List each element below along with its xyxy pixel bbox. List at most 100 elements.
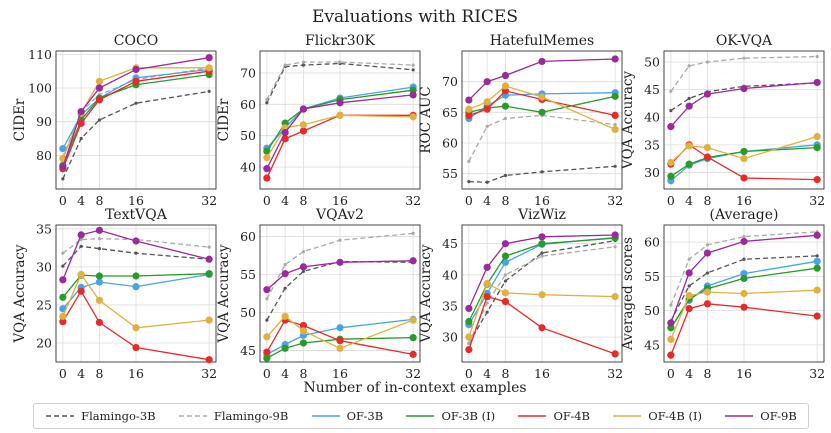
data-point xyxy=(613,164,617,168)
data-point xyxy=(740,174,748,182)
data-point xyxy=(703,90,712,98)
data-point xyxy=(467,159,471,163)
data-point xyxy=(540,251,544,255)
legend-item-of-4b: OF-4B xyxy=(517,409,590,423)
x-tick-label: 8 xyxy=(501,193,509,208)
legend-swatch xyxy=(725,415,754,417)
data-point xyxy=(501,102,510,110)
data-point xyxy=(336,111,344,119)
data-point xyxy=(613,123,617,127)
data-point xyxy=(338,238,342,242)
data-point xyxy=(742,56,746,60)
series-of-4b-i xyxy=(465,279,619,341)
x-tick-label: 16 xyxy=(332,193,348,208)
data-point xyxy=(538,291,546,299)
series-flamingo-9b xyxy=(265,60,415,102)
data-point xyxy=(95,84,104,92)
data-point xyxy=(205,316,213,324)
y-axis-label: CIDEr xyxy=(12,98,28,141)
data-point xyxy=(61,264,65,268)
subplot-title: Flickr30K xyxy=(305,33,376,49)
data-point xyxy=(409,316,417,324)
data-point xyxy=(281,128,289,137)
data-point xyxy=(611,111,619,119)
data-point xyxy=(283,63,287,67)
data-point xyxy=(667,351,675,359)
data-point xyxy=(299,121,308,129)
series-of-4b-i xyxy=(59,270,213,332)
data-point xyxy=(205,64,213,72)
y-tick-label: 40 xyxy=(240,160,256,175)
data-point xyxy=(813,132,821,141)
x-tick-label: 16 xyxy=(736,193,752,208)
series-of-4b xyxy=(59,287,213,364)
data-point xyxy=(705,243,710,247)
data-point xyxy=(685,142,693,150)
data-point xyxy=(132,283,140,291)
data-point xyxy=(95,278,104,286)
data-point xyxy=(263,348,271,356)
legend-item-flamingo-9b: Flamingo-9B xyxy=(178,409,288,423)
y-axis-label: VQA Accuracy xyxy=(620,71,636,170)
series-flamingo-9b xyxy=(669,54,819,93)
data-point xyxy=(263,154,271,162)
y-tick-label: 30 xyxy=(36,259,52,274)
y-tick-label: 65 xyxy=(442,105,458,120)
y-tick-label: 45 xyxy=(240,343,256,358)
data-point xyxy=(465,111,473,119)
x-tick-label: 0 xyxy=(59,193,67,208)
x-tick-label: 4 xyxy=(483,366,491,381)
legend-label: Flamingo-9B xyxy=(213,409,289,423)
y-tick-label: 20 xyxy=(36,335,52,350)
data-point xyxy=(59,276,67,284)
data-point xyxy=(134,101,138,105)
data-point xyxy=(667,158,675,167)
data-point xyxy=(813,231,821,239)
legend-item-of-9b: OF-9B xyxy=(724,409,797,423)
data-point xyxy=(77,287,85,295)
data-point xyxy=(95,272,104,280)
x-tick-label: 8 xyxy=(95,366,103,381)
data-point xyxy=(465,333,473,341)
y-tick-label: 45 xyxy=(644,82,660,97)
data-point xyxy=(299,127,308,135)
data-point xyxy=(538,324,546,332)
subplot-coco: 80 90 100 110 0 4 8 16 32 COCO CIDEr xyxy=(12,33,217,208)
data-point xyxy=(611,55,619,63)
data-point xyxy=(265,318,269,322)
series-of-4b-i xyxy=(263,312,417,352)
data-point xyxy=(813,78,821,87)
legend-swatch xyxy=(178,415,207,417)
data-point xyxy=(501,258,510,266)
series-of-4b-i xyxy=(465,82,619,134)
x-tick-label: 8 xyxy=(703,366,711,381)
data-point xyxy=(687,257,691,261)
legend-label: OF-4B xyxy=(553,409,590,423)
data-point xyxy=(97,237,102,241)
y-axis-label: VQA Accuracy xyxy=(216,244,232,343)
subplot-vqav2: 45 50 55 60 0 4 8 16 32 VQAv2 VQA Accuracy xyxy=(216,207,421,381)
data-point xyxy=(95,318,104,327)
subplot-title: (Average) xyxy=(710,207,779,223)
data-point xyxy=(301,250,306,254)
data-point xyxy=(501,289,510,297)
x-tick-label: 8 xyxy=(501,366,509,381)
y-tick-label: 55 xyxy=(442,166,458,181)
y-tick-label: 45 xyxy=(442,236,458,251)
data-point xyxy=(61,177,65,181)
y-tick-label: 60 xyxy=(240,97,256,112)
y-tick-label: 60 xyxy=(442,136,458,151)
subplot-title: COCO xyxy=(114,33,158,49)
data-point xyxy=(265,297,269,301)
data-point xyxy=(283,286,287,290)
data-point xyxy=(501,297,510,306)
data-point xyxy=(815,54,819,59)
data-point xyxy=(685,291,693,300)
data-point xyxy=(59,145,67,153)
series-flamingo-3b xyxy=(467,164,617,184)
data-point xyxy=(299,327,308,335)
data-point xyxy=(281,344,289,352)
data-point xyxy=(465,96,473,104)
x-tick-label: 0 xyxy=(465,193,473,208)
x-tick-label: 16 xyxy=(128,193,144,208)
